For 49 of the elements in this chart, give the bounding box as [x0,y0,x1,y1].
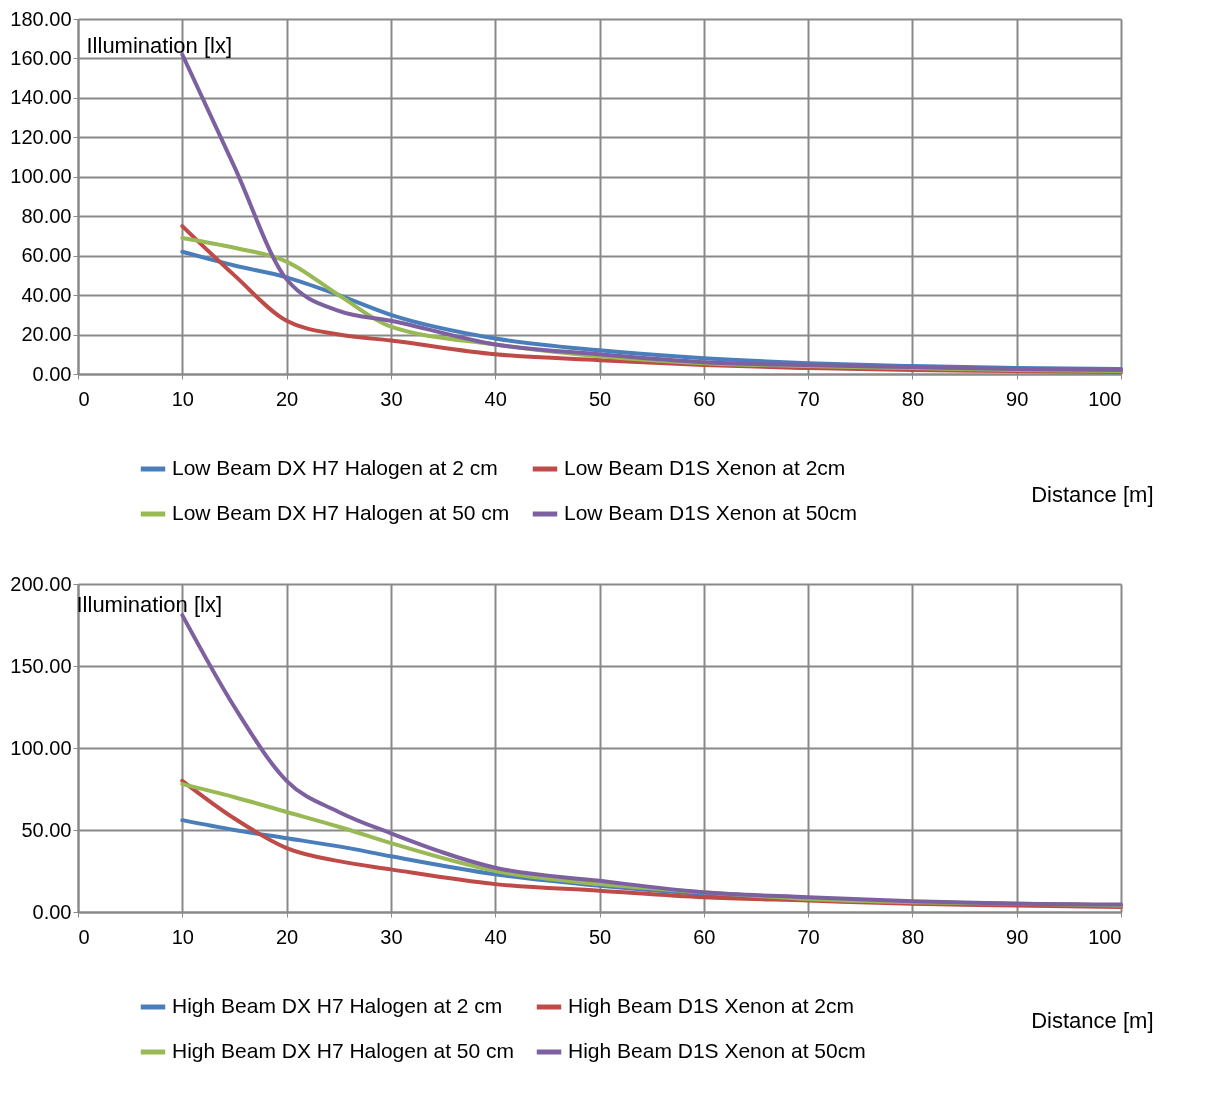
y-tick-label: 100.00 [10,736,72,759]
legend-label: High Beam DX H7 Halogen at 2 cm [172,994,503,1017]
x-tick-label: 20 [275,925,299,948]
y-tick-label: 200.00 [10,572,72,595]
x-axis-title: Distance [m] [1031,481,1154,507]
y-tick-label: 0.00 [32,900,72,923]
legend-label: High Beam DX H7 Halogen at 50 cm [172,1039,514,1062]
y-tick-label: 180.00 [10,7,72,30]
x-axis-title: Distance [m] [1031,1007,1154,1033]
y-tick-label: 40.00 [21,283,72,306]
x-tick-label: 30 [380,387,403,410]
x-tick-label: 90 [1006,925,1029,948]
x-tick-label: 40 [484,925,507,948]
x-tick-label: 50 [588,925,612,948]
y-axis-title: Illumination [lx] [76,591,223,617]
x-tick-label: 0 [78,387,90,410]
x-tick-label: 30 [380,925,403,948]
x-tick-label: 0 [78,925,90,948]
x-tick-label: 80 [901,387,925,410]
y-tick-label: 20.00 [21,323,72,346]
y-tick-label: 150.00 [10,654,72,677]
legend-label: Low Beam D1S Xenon at 50cm [564,501,857,524]
legend-label: Low Beam D1S Xenon at 2cm [564,456,846,479]
x-tick-label: 70 [797,387,820,410]
x-tick-label: 10 [171,387,194,410]
x-tick-label: 90 [1006,387,1029,410]
x-tick-label: 60 [693,925,716,948]
y-tick-label: 140.00 [10,86,72,109]
y-tick-label: 0.00 [32,362,72,385]
legend-label: High Beam D1S Xenon at 2cm [568,994,854,1017]
y-tick-label: 50.00 [21,818,72,841]
y-axis-title: Illumination [lx] [86,32,233,58]
y-tick-label: 120.00 [10,125,72,148]
legend-label: Low Beam DX H7 Halogen at 2 cm [172,456,498,479]
x-tick-label: 100 [1088,925,1122,948]
x-tick-label: 20 [275,387,299,410]
x-tick-label: 10 [171,925,194,948]
x-tick-label: 50 [588,387,612,410]
x-tick-label: 80 [901,925,925,948]
x-tick-label: 100 [1088,387,1122,410]
y-tick-label: 60.00 [21,244,72,267]
x-tick-label: 60 [693,387,716,410]
legend-label: Low Beam DX H7 Halogen at 50 cm [172,501,510,524]
x-tick-label: 40 [484,387,507,410]
legend-label: High Beam D1S Xenon at 50cm [568,1039,866,1062]
x-tick-label: 70 [797,925,820,948]
y-tick-label: 80.00 [21,204,72,227]
y-tick-label: 160.00 [10,46,72,69]
y-tick-label: 100.00 [10,165,72,188]
